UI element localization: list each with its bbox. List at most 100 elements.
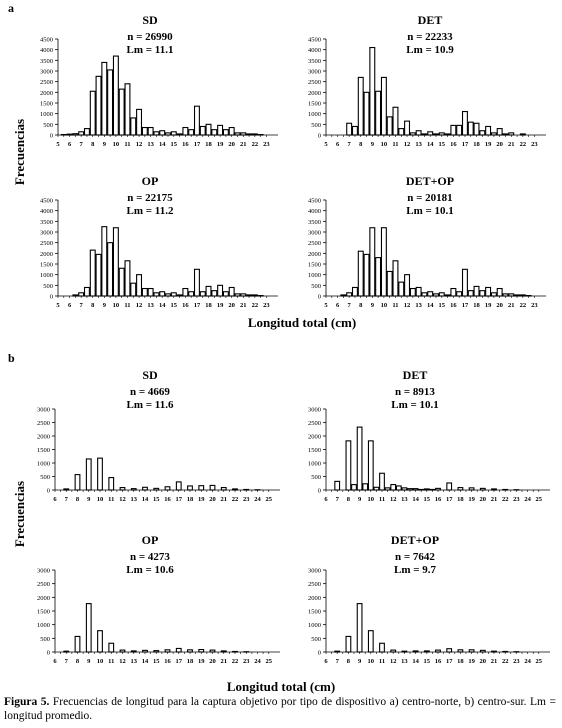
x-tick-label: 18	[187, 658, 194, 665]
bar	[83, 128, 90, 136]
bar	[83, 286, 90, 297]
x-tick-label: 18	[473, 302, 480, 309]
x-tick-label: 21	[221, 658, 228, 665]
bar	[153, 487, 160, 491]
bar	[444, 133, 451, 136]
bar	[130, 488, 137, 491]
y-tick-label: 2000	[37, 595, 50, 602]
x-tick-label: 21	[508, 141, 515, 148]
bar	[479, 487, 486, 491]
bar	[107, 69, 114, 136]
bar	[72, 294, 79, 297]
bar	[95, 253, 102, 297]
x-tick-label: 24	[254, 658, 261, 665]
bar	[165, 132, 171, 136]
x-tick-label: 18	[205, 141, 212, 148]
bar	[74, 635, 81, 653]
caption-text: Frecuencias de longitud para la captura …	[4, 696, 556, 722]
bar	[461, 110, 468, 136]
bar	[101, 226, 108, 297]
bar	[340, 294, 347, 297]
bar	[63, 488, 70, 491]
x-tick-label: 21	[221, 496, 228, 503]
x-tick-label: 23	[263, 302, 270, 309]
bar	[491, 650, 497, 653]
bar	[404, 274, 411, 297]
bar	[217, 124, 224, 136]
x-tick-label: 10	[113, 302, 120, 309]
panel-b-label: b	[8, 351, 15, 365]
y-tick-label: 1500	[308, 101, 321, 108]
bar	[384, 487, 391, 491]
y-tick-label: 4000	[40, 208, 53, 215]
y-tick-label: 500	[311, 283, 321, 290]
bar	[240, 132, 247, 136]
y-tick-label: 1500	[37, 447, 50, 454]
bar	[415, 130, 422, 136]
x-tick-label: 15	[424, 658, 431, 665]
bar	[175, 647, 182, 653]
bar	[468, 649, 475, 653]
x-tick-label: 10	[368, 658, 375, 665]
y-tick-label: 2500	[40, 240, 53, 247]
bar	[363, 253, 370, 297]
y-tick-label: 3500	[40, 58, 53, 65]
y-tick-label: 3500	[308, 219, 321, 226]
n-label: n = 8913	[395, 386, 435, 398]
x-tick-label: 10	[97, 496, 104, 503]
x-tick-label: 15	[424, 496, 431, 503]
y-tick-label: 4500	[40, 37, 53, 44]
x-tick-label: 14	[427, 141, 434, 148]
bar	[205, 285, 212, 297]
y-tick-label: 2000	[308, 251, 321, 258]
x-tick-label: 19	[468, 496, 475, 503]
y-tick-label: 1000	[308, 272, 321, 279]
x-tick-label: 17	[446, 658, 453, 665]
bar	[97, 630, 103, 653]
bar	[390, 484, 397, 491]
bar	[380, 227, 387, 297]
x-tick-label: 17	[194, 141, 201, 148]
x-tick-label: 20	[209, 658, 216, 665]
bar	[496, 287, 503, 297]
figure-caption: Figura 5. Frecuencias de longitud para l…	[4, 695, 556, 723]
x-tick-label: 7	[80, 302, 84, 309]
y-tick-label: 0	[47, 488, 50, 495]
y-tick-label: 3000	[308, 230, 321, 237]
bar	[240, 293, 247, 297]
y-tick-label: 3000	[308, 407, 321, 414]
x-tick-label: 22	[502, 496, 509, 503]
x-tick-label: 15	[153, 658, 160, 665]
x-tick-label: 12	[136, 302, 143, 309]
y-tick-label: 2000	[308, 595, 321, 602]
bar	[412, 650, 419, 653]
y-tick-label: 1500	[37, 609, 50, 616]
bar	[379, 472, 385, 491]
caption-label: Figura 5.	[4, 696, 50, 708]
bar	[232, 488, 238, 491]
bar	[519, 294, 526, 297]
bar	[502, 293, 509, 297]
x-tick-label: 5	[56, 302, 60, 309]
y-axis-label-a: Frecuencias	[12, 119, 27, 185]
bar	[398, 128, 405, 136]
x-tick-label: 7	[348, 302, 352, 309]
x-tick-label: 12	[390, 496, 397, 503]
bar	[496, 128, 503, 136]
x-tick-label: 11	[379, 496, 385, 503]
bar	[450, 287, 457, 297]
bar	[164, 649, 171, 653]
x-tick-label: 9	[358, 496, 362, 503]
x-tick-label: 6	[336, 302, 340, 309]
x-tick-label: 24	[254, 496, 261, 503]
bar	[467, 121, 474, 136]
bar	[228, 286, 235, 297]
bar	[490, 292, 497, 297]
y-tick-label: 1000	[37, 461, 50, 468]
x-tick-label: 20	[228, 141, 235, 148]
x-tick-label: 23	[513, 658, 520, 665]
bar	[66, 133, 73, 136]
x-tick-label: 16	[182, 302, 189, 309]
